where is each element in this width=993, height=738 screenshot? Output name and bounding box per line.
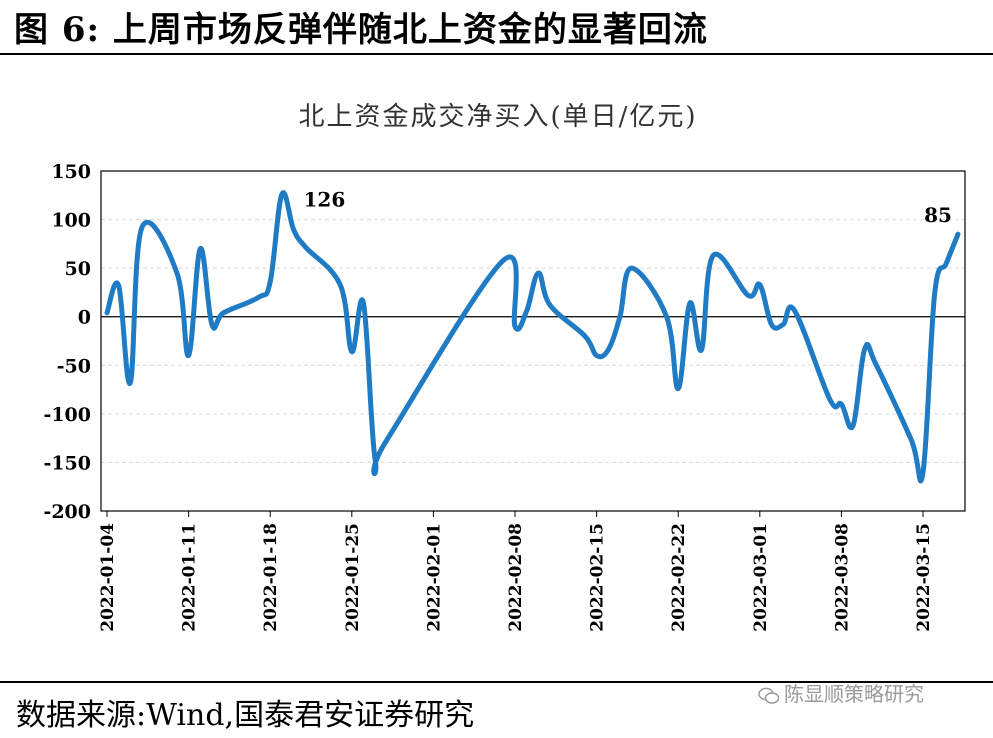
plot-area [100,170,966,512]
watermark: 陈显顺策略研究 [758,678,924,707]
y-tick-label: -100 [43,404,91,426]
y-tick-label: 50 [65,258,91,280]
x-tick-label: 2022-02-08 [506,523,526,632]
top-rule [0,53,993,55]
wechat-icon [758,687,780,704]
line-chart: 北上资金成交净买入(单日/亿元) 150 100 50 0 -50 -100 -150 -20… [43,102,966,632]
x-tick-label: 2022-03-01 [751,523,771,632]
y-tick-label: 0 [78,307,91,329]
chart-title: 北上资金成交净买入(单日/亿元) [298,102,697,132]
y-tick-label: -150 [43,452,91,474]
x-tick-label: 2022-02-15 [588,523,608,632]
figure-title: 图 6: 上周市场反弹伴随北上资金的显著回流 [14,10,708,50]
x-axis-ticks: 2022-01-04 2022-01-11 2022-01-18 2022-01-25… [98,511,934,632]
x-tick-label: 2022-01-04 [98,523,118,632]
data-label: 85 [924,203,952,227]
y-tick-label: 100 [51,210,91,232]
y-tick-label: -200 [43,501,91,523]
bottom-rule [0,681,993,683]
x-tick-label: 2022-02-01 [424,523,444,632]
source-note: 数据来源:Wind,国泰君安证券研究 [16,698,475,733]
watermark-text: 陈显顺策略研究 [784,682,924,706]
x-tick-label: 2022-01-25 [343,523,363,632]
y-tick-label: 150 [51,161,91,183]
grid-lines [101,219,965,463]
x-tick-label: 2022-01-11 [180,523,200,632]
y-tick-label: -50 [57,355,91,377]
y-axis-ticks: 150 100 50 0 -50 -100 -150 -200 [43,161,91,523]
series-line-northbound-net-buy [104,190,961,484]
x-tick-label: 2022-02-22 [669,523,689,632]
data-label: 126 [304,187,346,211]
x-tick-label: 2022-01-18 [261,523,281,632]
x-tick-label: 2022-03-08 [832,523,852,632]
x-tick-label: 2022-03-15 [914,523,934,632]
annotations: 126 85 [304,187,952,227]
